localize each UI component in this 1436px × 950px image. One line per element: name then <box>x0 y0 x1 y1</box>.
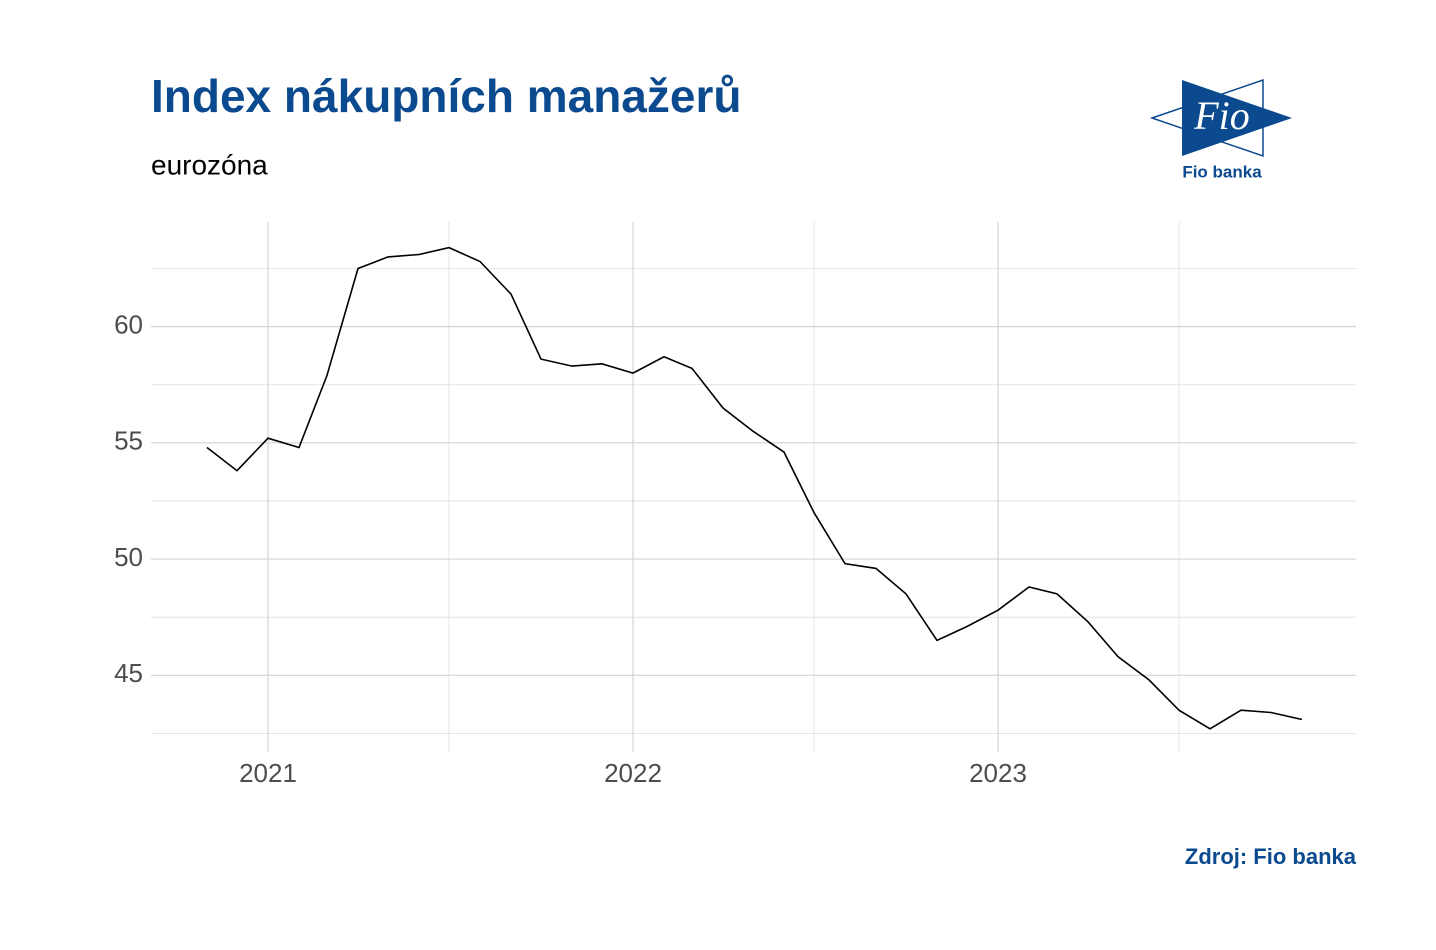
y-tick-label: 45 <box>114 658 143 688</box>
logo-shape <box>1182 80 1292 156</box>
logo-mark: Fio <box>1193 93 1250 138</box>
y-tick-label: 50 <box>114 542 143 572</box>
data-line <box>206 246 1303 730</box>
logo: Fio Fio banka <box>1149 78 1292 181</box>
logo-name: Fio banka <box>1182 162 1262 181</box>
x-tick-label: 2022 <box>604 758 662 788</box>
x-tick-label: 2021 <box>239 758 297 788</box>
chart-title: Index nákupních manažerů <box>151 70 741 122</box>
source: Zdroj: Fio banka <box>1185 844 1357 869</box>
chart-subtitle: eurozóna <box>151 149 268 180</box>
y-tick-label: 55 <box>114 426 143 456</box>
x-tick-label: 2023 <box>969 758 1027 788</box>
y-tick-label: 60 <box>114 309 143 339</box>
